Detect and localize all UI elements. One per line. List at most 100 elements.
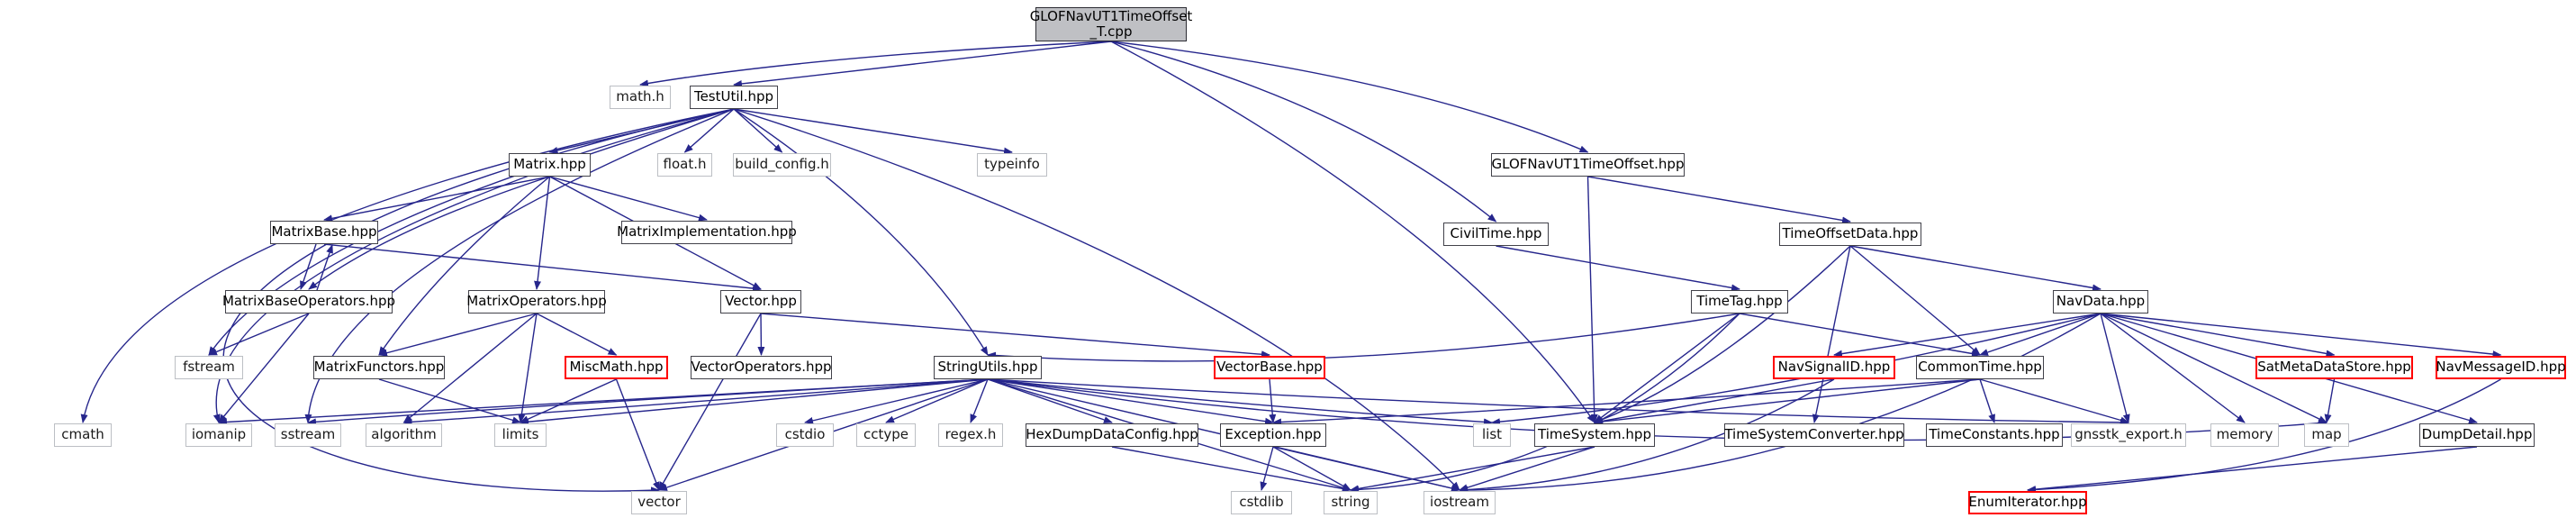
include-edge-navsignalid-timesystem	[1594, 378, 1835, 425]
include-edge-testutil-stringutils	[733, 108, 989, 356]
include-edge-timeoffsetdata-navdata	[1849, 245, 2101, 292]
graph-node-vectorops[interactable]: VectorOperators.hpp	[691, 356, 832, 379]
include-edge-mbo-fstream	[208, 313, 310, 356]
include-edge-civiltime-timetag	[1496, 245, 1740, 292]
graph-node-algorithm: algorithm	[366, 423, 442, 447]
graph-node-string: string	[1324, 491, 1378, 514]
include-edge-satmeta-map	[2324, 378, 2336, 423]
include-edge-navdata-map	[2100, 313, 2327, 423]
include-edge-commontime-timeconstants	[1979, 378, 1995, 423]
include-edge-testutil-float_h	[683, 108, 735, 153]
include-edge-matrixfunctors-limits	[378, 378, 521, 424]
graph-node-navmessageid[interactable]: NavMessageID.hpp	[2436, 356, 2566, 379]
include-edge-navdata-gnsstk_export	[2100, 313, 2130, 423]
include-edge-mo-algorithm	[402, 313, 538, 423]
graph-node-regex_h: regex.h	[938, 423, 1003, 447]
include-edge-navsignalid-iostream	[1459, 378, 1835, 494]
graph-node-navdata[interactable]: NavData.hpp	[2053, 290, 2148, 314]
include-edge-matrixbase-vector_hpp	[323, 243, 762, 293]
include-edge-cpp-glof_hpp	[1110, 41, 1589, 153]
graph-node-vector_hpp[interactable]: Vector.hpp	[720, 290, 801, 314]
graph-node-iomanip: iomanip	[185, 423, 252, 447]
graph-node-matrix[interactable]: Matrix.hpp	[509, 153, 591, 177]
include-edge-timeoffsetdata-tsconverter	[1812, 245, 1851, 423]
include-edge-commontime-timesystem	[1594, 378, 1981, 425]
include-edge-vector_hpp-vectorops	[757, 313, 765, 356]
graph-node-navsignalid[interactable]: NavSignalID.hpp	[1773, 356, 1895, 379]
include-edge-stringutils-limits	[520, 378, 989, 426]
include-edge-matrixbase-mbo	[300, 243, 317, 290]
graph-node-gnsstk_export: gnsstk_export.h	[2071, 423, 2186, 447]
include-edge-timetag-stringutils	[987, 313, 1740, 362]
include-edge-exception-cstdlib	[1260, 446, 1274, 491]
graph-node-satmeta[interactable]: SatMetaDataStore.hpp	[2255, 356, 2413, 379]
include-edge-testutil-typeinfo	[733, 108, 1013, 155]
graph-node-mo[interactable]: MatrixOperators.hpp	[466, 290, 607, 314]
graph-node-timeoffsetdata[interactable]: TimeOffsetData.hpp	[1779, 223, 1921, 246]
include-edge-stringutils-sstream	[307, 378, 989, 426]
include-edge-navdata-list	[1491, 313, 2101, 426]
graph-node-dumpdetail[interactable]: DumpDetail.hpp	[2419, 423, 2535, 447]
include-edge-vector_hpp-vectorbase	[760, 313, 1270, 359]
include-edge-stringutils-iomanip	[218, 378, 989, 426]
graph-node-testutil[interactable]: TestUtil.hpp	[690, 86, 778, 109]
include-edge-timeoffsetdata-commontime	[1849, 245, 1981, 356]
graph-node-commontime[interactable]: CommonTime.hpp	[1916, 356, 2044, 379]
graph-node-matriximpl[interactable]: MatrixImplementation.hpp	[617, 221, 797, 244]
graph-node-exception[interactable]: Exception.hpp	[1220, 423, 1326, 447]
graph-node-cstdlib: cstdlib	[1231, 491, 1292, 514]
graph-node-matrixbase[interactable]: MatrixBase.hpp	[270, 221, 378, 244]
include-edge-exception-string	[1272, 446, 1351, 491]
include-edge-navdata-navmessageid	[2100, 313, 2502, 359]
graph-node-cstdio: cstdio	[776, 423, 834, 447]
graph-node-cpp: GLOFNavUT1TimeOffset _T.cpp	[1029, 7, 1193, 41]
graph-node-glof_hpp[interactable]: GLOFNavUT1TimeOffset.hpp	[1491, 153, 1685, 177]
graph-node-stringutils[interactable]: StringUtils.hpp	[934, 356, 1042, 379]
include-edge-vector_hpp-vector_std	[658, 313, 762, 491]
include-edge-dumpdetail-enumiterator	[2027, 446, 2478, 494]
include-edge-timesystem-iostream	[1459, 446, 1595, 492]
include-edge-matrix-matrixbase	[323, 176, 550, 223]
graph-node-enumiterator[interactable]: EnumIterator.hpp	[1968, 491, 2087, 514]
include-edge-stringutils-list	[987, 378, 1493, 426]
graph-node-cmath: cmath	[54, 423, 112, 447]
include-edge-mo-limits	[518, 313, 538, 423]
include-edge-cpp-math_h	[639, 41, 1112, 87]
include-edge-cpp-timesystem	[1110, 41, 1595, 423]
graph-node-tsconverter[interactable]: TimeSystemConverter.hpp	[1724, 423, 1904, 447]
graph-node-civiltime[interactable]: CivilTime.hpp	[1443, 223, 1549, 246]
graph-node-cctype: cctype	[856, 423, 916, 447]
graph-node-timetag[interactable]: TimeTag.hpp	[1691, 290, 1788, 314]
graph-node-hexdump[interactable]: HexDumpDataConfig.hpp	[1026, 423, 1198, 447]
include-edge-mbo-matrixbase	[316, 244, 333, 291]
graph-node-limits: limits	[494, 423, 547, 447]
graph-node-mbo[interactable]: MatrixBaseOperators.hpp	[222, 290, 395, 314]
include-edge-testutil-cmath	[80, 108, 735, 423]
include-edge-commontime-gnsstk_export	[1979, 378, 2129, 424]
graph-node-timesystem[interactable]: TimeSystem.hpp	[1534, 423, 1655, 447]
include-edge-stringutils-exception	[987, 378, 1274, 425]
graph-node-matrixfunctors[interactable]: MatrixFunctors.hpp	[313, 356, 445, 379]
include-edge-navdata-navsignalid	[1833, 313, 2101, 358]
include-edge-commontime-exception	[1272, 378, 1981, 426]
include-edge-mo-matrixfunctors	[378, 313, 538, 357]
include-edge-glof_hpp-timesystem	[1586, 176, 1598, 423]
graph-node-typeinfo: typeinfo	[977, 153, 1047, 177]
include-edge-stringutils-gnsstk_export	[987, 378, 2129, 426]
include-edge-mo-miscmath	[536, 313, 618, 356]
graph-node-math_h: math.h	[610, 86, 671, 109]
include-edge-miscmath-limits	[520, 378, 617, 423]
graph-node-timeconstants[interactable]: TimeConstants.hpp	[1926, 423, 2063, 447]
include-edge-navdata-commontime	[1979, 313, 2101, 356]
include-edge-timetag-commontime	[1739, 313, 1981, 358]
include-edge-timesystem-string	[1350, 446, 1595, 493]
graph-node-memory: memory	[2210, 423, 2279, 447]
include-edge-vectorbase-exception	[1269, 378, 1277, 423]
include-edge-cpp-civiltime	[1110, 41, 1497, 223]
graph-node-miscmath[interactable]: MiscMath.hpp	[565, 356, 668, 379]
graph-node-vectorbase[interactable]: VectorBase.hpp	[1214, 356, 1325, 379]
include-edge-matrix-mbo	[308, 176, 550, 290]
graph-node-iostream: iostream	[1424, 491, 1496, 514]
